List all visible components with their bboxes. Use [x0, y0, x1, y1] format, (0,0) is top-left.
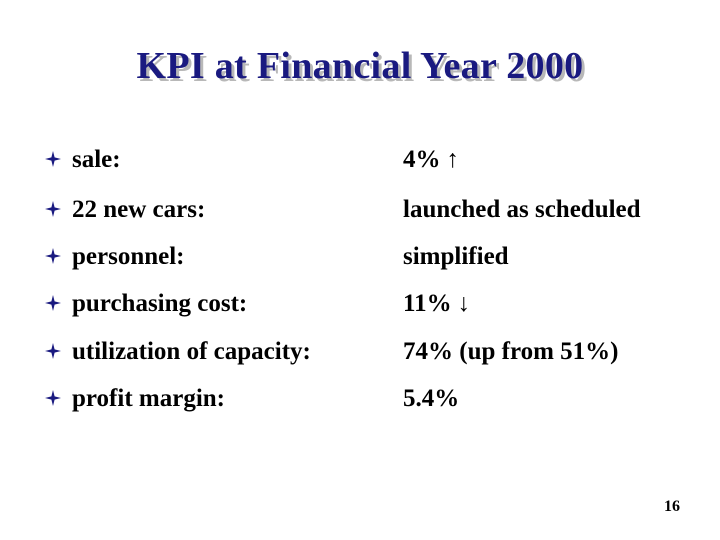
four-point-star-icon [45, 390, 61, 406]
four-point-star-icon [45, 343, 61, 359]
kpi-label: personnel: [72, 243, 185, 270]
kpi-row-sale: sale: 4% ↑ [0, 146, 720, 180]
kpi-value-text: 4% [403, 146, 441, 173]
kpi-row-utilization: utilization of capacity: 74% (up from 51… [0, 338, 720, 372]
kpi-row-profit-margin: profit margin: 5.4% [0, 385, 720, 419]
kpi-value: launched as scheduled [403, 196, 641, 223]
page-number: 16 [664, 498, 680, 515]
kpi-label: utilization of capacity: [72, 338, 311, 365]
kpi-label: 22 new cars: [72, 196, 206, 223]
four-point-star-icon [45, 295, 61, 311]
kpi-value: 11% ↓ [403, 290, 470, 318]
kpi-value-text: 11% [403, 290, 452, 317]
kpi-value: simplified [403, 243, 509, 270]
arrow-down-icon: ↓ [457, 290, 471, 317]
four-point-star-icon [45, 201, 61, 217]
kpi-label: purchasing cost: [72, 290, 248, 317]
four-point-star-icon [45, 151, 61, 167]
kpi-row-personnel: personnel: simplified [0, 243, 720, 277]
kpi-label: sale: [72, 146, 121, 173]
kpi-value: 4% ↑ [403, 146, 459, 174]
kpi-label: profit margin: [72, 385, 225, 412]
four-point-star-icon [45, 248, 61, 264]
kpi-value: 74% (up from 51%) [403, 338, 619, 365]
slide-title: KPI at Financial Year 2000 [136, 45, 584, 87]
arrow-up-icon: ↑ [446, 146, 460, 173]
kpi-row-new-cars: 22 new cars: launched as scheduled [0, 196, 720, 230]
kpi-row-purchasing-cost: purchasing cost: 11% ↓ [0, 290, 720, 324]
kpi-value: 5.4% [403, 385, 460, 412]
